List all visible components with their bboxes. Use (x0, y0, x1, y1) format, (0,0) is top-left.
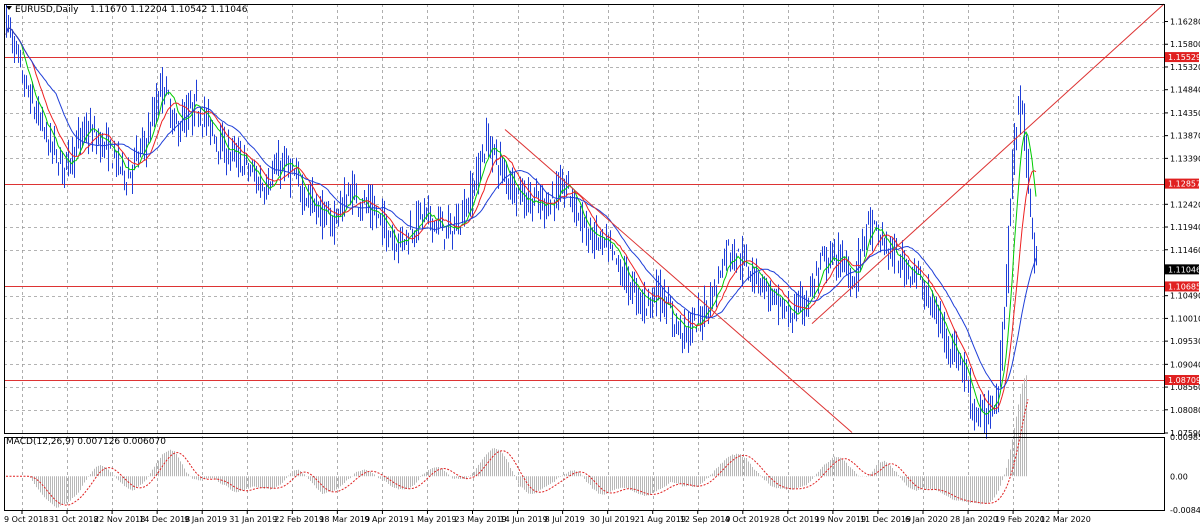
date-tick-label: 12 Sep 2019 (680, 515, 731, 524)
date-tick-label: 19 Feb 2020 (995, 515, 1045, 524)
macd-tick-label: 0.009854 (1170, 433, 1200, 442)
price-tick-label: 1.13390 (1170, 154, 1200, 163)
date-tick-label: 31 Jan 2019 (229, 515, 277, 524)
date-tick-label: 23 May 2019 (455, 515, 507, 524)
price-panel-frame (4, 4, 1165, 434)
price-tag (1165, 52, 1199, 63)
date-tick-label: 31 Oct 2018 (49, 515, 98, 524)
trend-lines (504, 3, 1165, 433)
price-tag-label: 1.12857 (1168, 180, 1200, 189)
price-tag (1165, 375, 1199, 386)
date-tick-label: 30 Jul 2019 (590, 515, 635, 524)
macd-signal-line (6, 399, 1029, 506)
price-tag-label: 1.10685 (1168, 282, 1200, 291)
date-tick-label: 6 Jan 2020 (905, 515, 948, 524)
ascending-trendline (811, 3, 1165, 324)
price-tick-label: 1.11940 (1170, 223, 1200, 232)
date-tick-label: 21 Aug 2019 (635, 515, 686, 524)
price-tag (1165, 178, 1199, 189)
date-tick-label: 22 Feb 2019 (274, 515, 324, 524)
macd-label: MACD(12,26,9) 0.007126 0.006070 (6, 437, 166, 447)
date-tick-label: 11 Dec 2019 (860, 515, 911, 524)
date-tick-label: 19 Nov 2019 (815, 515, 866, 524)
date-tick-label: 9 Apr 2019 (364, 515, 408, 524)
ohlc-values: 1.11670 1.12204 1.10542 1.11046 (90, 5, 248, 15)
date-tick-label: 14 Dec 2018 (139, 515, 190, 524)
price-tick-label: 1.14840 (1170, 86, 1200, 95)
price-tag-label: 1.08709 (1168, 376, 1200, 385)
price-tick-label: 1.12420 (1170, 200, 1200, 209)
price-tick-label: 1.10010 (1170, 314, 1200, 323)
price-tick-label: 1.09530 (1170, 337, 1200, 346)
macd-tick-label: -0.008456 (1170, 506, 1200, 515)
date-tick-label: 4 Oct 2019 (725, 515, 769, 524)
price-tick-label: 1.14350 (1170, 109, 1200, 118)
price-tick-label: 1.08080 (1170, 406, 1200, 415)
price-tick-label: 1.08560 (1170, 383, 1200, 392)
date-tick-label: 28 Oct 2019 (770, 515, 819, 524)
symbol-menu-icon[interactable] (6, 6, 12, 10)
chart-frame (4, 4, 1165, 511)
price-candles (6, 4, 1037, 439)
date-tick-label: 9 Oct 2018 (4, 515, 48, 524)
date-tick-label: 14 Jun 2019 (500, 515, 548, 524)
macd-panel-frame (4, 437, 1165, 511)
price-tick-label: 1.09040 (1170, 360, 1200, 369)
date-tick-label: 18 Mar 2019 (319, 515, 370, 524)
date-tick-label: 28 Jan 2020 (950, 515, 998, 524)
ma-slow-line (5, 27, 1037, 391)
macd-panel (6, 375, 1029, 508)
price-tag-label: 1.11046 (1168, 265, 1200, 274)
date-tick-label: 12 Mar 2020 (1040, 515, 1091, 524)
price-tick-label: 1.15320 (1170, 63, 1200, 72)
date-tick-label: 22 Nov 2018 (94, 515, 145, 524)
chart-header: EURUSD,Daily 1.11670 1.12204 1.10542 1.1… (6, 5, 248, 15)
date-tick-label: 9 Jan 2019 (184, 515, 227, 524)
price-tag-label: 1.15529 (1168, 53, 1200, 62)
price-tick-label: 1.11460 (1170, 246, 1200, 255)
date-tick-label: 1 May 2019 (409, 515, 456, 524)
date-tick-label: 8 Jul 2019 (545, 515, 585, 524)
price-axis: 1.16280 1.15800 1.15320 1.14840 1.14350 1.138… (1164, 18, 1200, 515)
price-tick-label: 1.16280 (1170, 18, 1200, 27)
price-tag (1165, 281, 1199, 292)
price-tick-label: 1.15800 (1170, 40, 1200, 49)
ma-fast-line (5, 27, 1037, 415)
macd-tick-label: 0.00 (1170, 472, 1188, 481)
price-tag (1165, 264, 1199, 275)
moving-averages (5, 27, 1037, 415)
symbol-period: EURUSD,Daily (15, 5, 79, 15)
price-tick-label: 1.07590 (1170, 429, 1200, 438)
price-tick-label: 1.10490 (1170, 292, 1200, 301)
price-tick-label: 1.13870 (1170, 132, 1200, 141)
descending-trendline (504, 129, 853, 433)
